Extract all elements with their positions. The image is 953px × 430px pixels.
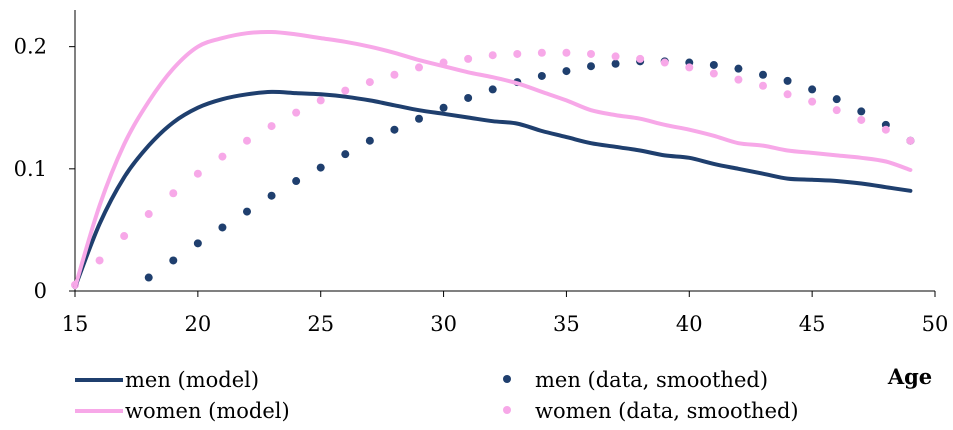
x-tick-label: 40 bbox=[676, 312, 703, 336]
data-point-men-data-smoothed bbox=[144, 273, 153, 282]
data-point-women-data-smoothed bbox=[685, 63, 694, 72]
data-point-women-data-smoothed bbox=[415, 63, 423, 72]
data-point-women-data-smoothed bbox=[611, 52, 620, 61]
data-point-women-data-smoothed bbox=[390, 70, 399, 79]
series-line-women-model bbox=[73, 29, 913, 290]
data-point-men-data-smoothed bbox=[587, 62, 595, 71]
data-point-men-data-smoothed bbox=[218, 223, 227, 232]
data-point-women-data-smoothed bbox=[488, 51, 497, 60]
x-axis-title: Age bbox=[887, 364, 932, 389]
data-point-men-data-smoothed bbox=[193, 239, 202, 248]
data-point-men-data-smoothed bbox=[169, 256, 178, 265]
data-point-men-data-smoothed bbox=[783, 76, 792, 85]
data-point-women-data-smoothed bbox=[783, 90, 792, 99]
x-tick-label: 30 bbox=[430, 312, 457, 336]
x-ticks: 15 20 25 30 35 40 45 50 bbox=[62, 291, 949, 336]
data-point-women-data-smoothed bbox=[120, 232, 129, 241]
data-point-women-data-smoothed bbox=[243, 136, 251, 145]
series-line-men-model bbox=[73, 89, 913, 290]
data-point-men-data-smoothed bbox=[537, 71, 546, 80]
data-point-women-data-smoothed bbox=[95, 256, 104, 265]
data-point-women-data-smoothed bbox=[365, 78, 374, 87]
data-point-women-data-smoothed bbox=[218, 152, 227, 161]
data-point-women-data-smoothed bbox=[341, 86, 350, 95]
legend-swatch-women-data-smoothed bbox=[503, 406, 511, 414]
data-point-men-data-smoothed bbox=[832, 95, 841, 104]
data-point-women-data-smoothed bbox=[660, 58, 669, 67]
legend: men (model) men (data, smoothed) women (mo… bbox=[75, 368, 799, 423]
data-point-women-data-smoothed bbox=[193, 169, 202, 178]
data-point-women-data-smoothed bbox=[513, 49, 522, 58]
data-point-women-data-smoothed bbox=[881, 125, 890, 134]
data-point-women-data-smoothed bbox=[906, 136, 915, 145]
x-tick-label: 50 bbox=[922, 312, 949, 336]
data-point-women-data-smoothed bbox=[537, 48, 546, 57]
legend-label-men-model: men (model) bbox=[125, 368, 259, 392]
data-point-men-data-smoothed bbox=[243, 207, 251, 216]
data-point-women-data-smoothed bbox=[759, 81, 767, 90]
legend-label-women-data-smoothed: women (data, smoothed) bbox=[535, 399, 799, 423]
x-tick-label: 45 bbox=[799, 312, 826, 336]
data-point-women-data-smoothed bbox=[636, 54, 645, 63]
data-point-women-data-smoothed bbox=[144, 210, 153, 219]
data-point-men-data-smoothed bbox=[709, 60, 718, 69]
data-point-women-data-smoothed bbox=[292, 108, 301, 117]
x-tick-label: 15 bbox=[62, 312, 89, 336]
data-point-women-data-smoothed bbox=[734, 75, 743, 84]
x-tick-label: 20 bbox=[184, 312, 211, 336]
data-point-men-data-smoothed bbox=[857, 107, 866, 116]
data-point-men-data-smoothed bbox=[734, 64, 743, 73]
data-point-women-data-smoothed bbox=[562, 48, 571, 57]
data-point-women-data-smoothed bbox=[316, 96, 325, 105]
data-point-women-data-smoothed bbox=[832, 106, 841, 115]
data-point-men-data-smoothed bbox=[341, 150, 350, 159]
data-point-men-data-smoothed bbox=[415, 114, 423, 123]
data-point-men-data-smoothed bbox=[611, 59, 620, 68]
data-point-women-data-smoothed bbox=[587, 49, 595, 58]
data-point-women-data-smoothed bbox=[808, 97, 817, 106]
x-tick-label: 25 bbox=[307, 312, 334, 336]
data-point-men-data-smoothed bbox=[808, 85, 817, 94]
data-point-men-data-smoothed bbox=[464, 93, 473, 102]
data-point-women-data-smoothed bbox=[857, 115, 866, 124]
plot-area: 0 0.1 0.2 15 20 25 30 35 40 45 50 bbox=[14, 10, 949, 336]
y-tick-label: 0 bbox=[34, 279, 47, 303]
data-point-women-data-smoothed bbox=[267, 122, 276, 131]
series-layer bbox=[71, 29, 915, 290]
data-point-men-data-smoothed bbox=[488, 85, 497, 94]
data-point-men-data-smoothed bbox=[562, 67, 571, 76]
legend-label-women-model: women (model) bbox=[125, 399, 290, 423]
data-point-men-data-smoothed bbox=[292, 177, 301, 186]
legend-swatch-men-data-smoothed bbox=[503, 375, 511, 383]
data-point-men-data-smoothed bbox=[365, 136, 374, 145]
data-point-men-data-smoothed bbox=[439, 103, 448, 112]
y-tick-label: 0.1 bbox=[14, 157, 47, 181]
x-tick-label: 35 bbox=[553, 312, 580, 336]
data-point-women-data-smoothed bbox=[709, 69, 718, 78]
data-point-men-data-smoothed bbox=[390, 125, 399, 134]
y-ticks: 0 0.1 0.2 bbox=[14, 35, 75, 303]
legend-label-men-data-smoothed: men (data, smoothed) bbox=[535, 368, 768, 392]
data-point-women-data-smoothed bbox=[464, 54, 473, 63]
data-point-men-data-smoothed bbox=[316, 163, 325, 172]
data-point-men-data-smoothed bbox=[267, 191, 276, 200]
data-point-men-data-smoothed bbox=[759, 70, 767, 79]
data-point-women-data-smoothed bbox=[169, 189, 178, 198]
y-tick-label: 0.2 bbox=[14, 35, 47, 59]
